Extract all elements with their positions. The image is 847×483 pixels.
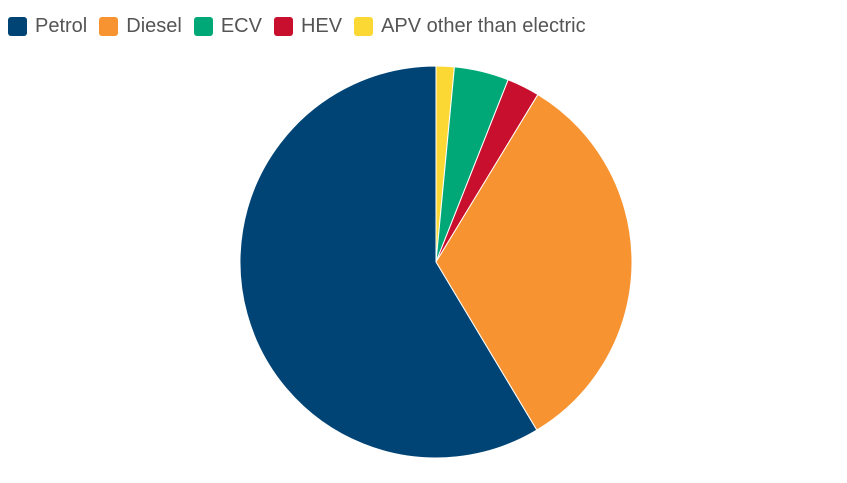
- pie-slices: [239, 65, 633, 459]
- legend-label-petrol: Petrol: [35, 15, 88, 37]
- legend-swatch-hev: [273, 16, 293, 36]
- chart-legend: Petrol Diesel ECV HEV APV other than ele…: [8, 14, 586, 38]
- legend-label-apv: APV other than electric: [381, 15, 586, 37]
- legend-label-ecv: ECV: [220, 15, 262, 37]
- legend-item-ecv[interactable]: ECV: [193, 14, 262, 38]
- legend-label-diesel: Diesel: [126, 15, 182, 37]
- legend-item-diesel[interactable]: Diesel: [99, 14, 182, 38]
- legend-item-hev[interactable]: HEV: [273, 14, 343, 38]
- legend-swatch-petrol: [8, 16, 27, 36]
- legend-label-hev: HEV: [300, 15, 343, 37]
- legend-item-petrol[interactable]: Petrol: [8, 14, 87, 38]
- legend-swatch-apv: [354, 16, 374, 36]
- pie-slice-petrol[interactable]: [239, 65, 538, 459]
- pie-slice-diesel[interactable]: [435, 93, 633, 431]
- legend-swatch-ecv: [193, 16, 213, 36]
- legend-item-apv[interactable]: APV other than electric: [354, 14, 586, 38]
- legend-swatch-diesel: [99, 16, 119, 36]
